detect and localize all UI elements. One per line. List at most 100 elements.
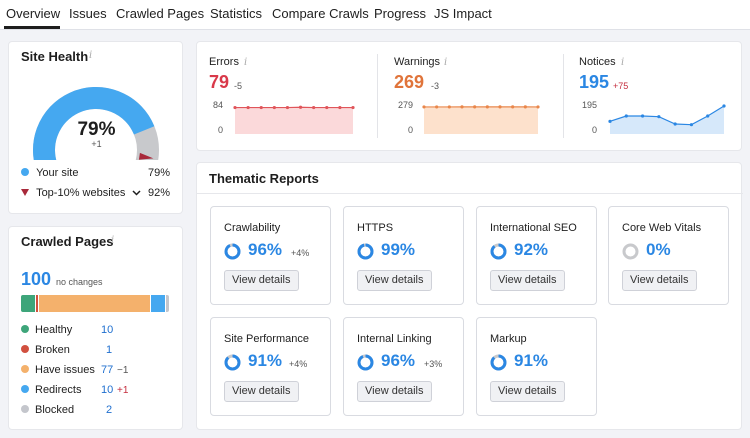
- tab-progress[interactable]: Progress: [374, 6, 427, 21]
- report-card-markup[interactable]: Markup 91% View details: [476, 317, 597, 416]
- sparkline-point[interactable]: [233, 105, 237, 110]
- report-card-core-web-vitals[interactable]: Core Web Vitals 0% View details: [608, 206, 729, 305]
- divider: [377, 54, 378, 138]
- bar-segment-blocked[interactable]: [166, 295, 169, 312]
- have-issues-label: Have issues: [35, 364, 95, 376]
- sparkline-point[interactable]: [259, 105, 263, 110]
- view-details-button[interactable]: View details: [490, 381, 565, 402]
- view-details-button[interactable]: View details: [224, 381, 299, 402]
- bar-segment-redirects[interactable]: [150, 295, 166, 312]
- info-icon[interactable]: i: [621, 57, 625, 68]
- sparkline-point[interactable]: [657, 115, 661, 119]
- thematic-reports-title: Thematic Reports: [209, 171, 319, 186]
- legend-healthy[interactable]: Healthy: [21, 324, 72, 336]
- view-details-button[interactable]: View details: [490, 270, 565, 291]
- sparkline-point[interactable]: [722, 104, 726, 108]
- site-health-card: Site Health i 79% +1 Your site 79% Top-1…: [8, 41, 183, 214]
- sparkline-point[interactable]: [285, 105, 290, 110]
- sparkline-point[interactable]: [351, 105, 355, 110]
- view-details-button[interactable]: View details: [224, 270, 299, 291]
- have-issues-value[interactable]: 77: [101, 364, 114, 376]
- notices-value[interactable]: 195: [579, 72, 610, 92]
- sparkline-area: [424, 106, 538, 134]
- sparkline-point[interactable]: [523, 105, 527, 109]
- legend-broken[interactable]: Broken: [21, 344, 70, 356]
- blocked-value[interactable]: 2: [106, 404, 113, 416]
- sparkline-point[interactable]: [435, 105, 439, 109]
- warnings-value[interactable]: 269: [394, 72, 425, 92]
- errors-label: Errors: [209, 56, 239, 68]
- view-details-button[interactable]: View details: [357, 270, 432, 291]
- report-delta: +4%: [291, 248, 310, 258]
- legend-your-site: Your site: [21, 167, 78, 179]
- bar-segment-healthy[interactable]: [21, 295, 36, 312]
- report-percent: 96%: [248, 240, 283, 259]
- errors-value[interactable]: 79: [209, 72, 230, 92]
- tab-crawled-pages[interactable]: Crawled Pages: [116, 6, 205, 21]
- sparkline-point[interactable]: [312, 105, 316, 110]
- progress-ring-icon: [357, 243, 374, 260]
- sparkline-point[interactable]: [536, 105, 540, 109]
- legend-blocked[interactable]: Blocked: [21, 404, 74, 416]
- errors-axis-min: 0: [217, 125, 223, 135]
- tab-compare-crawls[interactable]: Compare Crawls: [272, 6, 369, 21]
- info-icon[interactable]: i: [89, 50, 93, 61]
- tab-statistics[interactable]: Statistics: [210, 6, 263, 21]
- view-details-button[interactable]: View details: [622, 270, 697, 291]
- your-site-value: 79%: [147, 167, 170, 179]
- bar-segment-broken[interactable]: [36, 295, 38, 312]
- sparkline-point[interactable]: [422, 105, 426, 109]
- redirects-label: Redirects: [35, 384, 82, 396]
- sparkline-point[interactable]: [608, 119, 612, 123]
- sparkline-point[interactable]: [272, 105, 276, 110]
- your-site-dot-icon: [21, 168, 29, 176]
- notices-axis-max: 195: [581, 100, 597, 110]
- chevron-down-icon: [132, 190, 141, 196]
- bar-segment-have-issues[interactable]: [38, 295, 150, 312]
- sparkline-point[interactable]: [485, 105, 489, 109]
- info-icon[interactable]: i: [444, 57, 448, 68]
- broken-label: Broken: [35, 344, 70, 356]
- crawled-pages-note: no changes: [56, 277, 103, 287]
- sparkline-point[interactable]: [460, 105, 464, 109]
- sparkline-point[interactable]: [473, 105, 477, 109]
- top10-triangle-icon: [21, 189, 29, 196]
- report-card-crawlability[interactable]: Crawlability 96% +4% View details: [210, 206, 331, 305]
- report-card-https[interactable]: HTTPS 99% View details: [343, 206, 464, 305]
- sparkline-point[interactable]: [498, 105, 502, 109]
- sparkline-point[interactable]: [447, 105, 451, 109]
- sparkline-point[interactable]: [298, 105, 303, 109]
- report-name: HTTPS: [357, 222, 394, 234]
- healthy-value[interactable]: 10: [101, 324, 114, 336]
- view-details-button[interactable]: View details: [357, 381, 432, 402]
- report-card-international-seo[interactable]: International SEO 92% View details: [476, 206, 597, 305]
- tab-overview[interactable]: Overview: [6, 6, 61, 21]
- sparkline-point[interactable]: [338, 105, 342, 110]
- tab-issues[interactable]: Issues: [69, 6, 107, 21]
- metrics-card: Errors i 79 -5 84 0 Warnings i 269 -3 27…: [196, 41, 742, 151]
- report-delta: +3%: [424, 359, 443, 369]
- sparkline-point[interactable]: [511, 105, 515, 109]
- info-icon[interactable]: i: [244, 57, 248, 68]
- progress-ring-icon: [490, 243, 507, 260]
- broken-value[interactable]: 1: [106, 344, 113, 356]
- sparkline-point[interactable]: [673, 122, 677, 126]
- redirects-value[interactable]: 10: [101, 384, 114, 396]
- tab-js-impact[interactable]: JS Impact: [434, 6, 492, 21]
- sparkline-point[interactable]: [624, 114, 628, 118]
- legend-redirects[interactable]: Redirects: [21, 384, 81, 396]
- report-card-site-performance[interactable]: Site Performance 91% +4% View details: [210, 317, 331, 416]
- sparkline-point[interactable]: [246, 105, 250, 110]
- info-icon[interactable]: i: [111, 235, 115, 246]
- sparkline-point[interactable]: [640, 114, 645, 118]
- report-percent: 96%: [381, 351, 416, 370]
- progress-ring-icon: [224, 243, 241, 260]
- sparkline-area: [610, 106, 724, 134]
- legend-have-issues[interactable]: Have issues: [21, 364, 95, 376]
- report-card-internal-linking[interactable]: Internal Linking 96% +3% View details: [343, 317, 464, 416]
- sparkline-point[interactable]: [689, 123, 694, 127]
- top10-selector[interactable]: Top-10% websites: [21, 187, 141, 199]
- sparkline-point[interactable]: [706, 114, 710, 118]
- healthy-label: Healthy: [35, 324, 73, 336]
- sparkline-point[interactable]: [325, 105, 329, 110]
